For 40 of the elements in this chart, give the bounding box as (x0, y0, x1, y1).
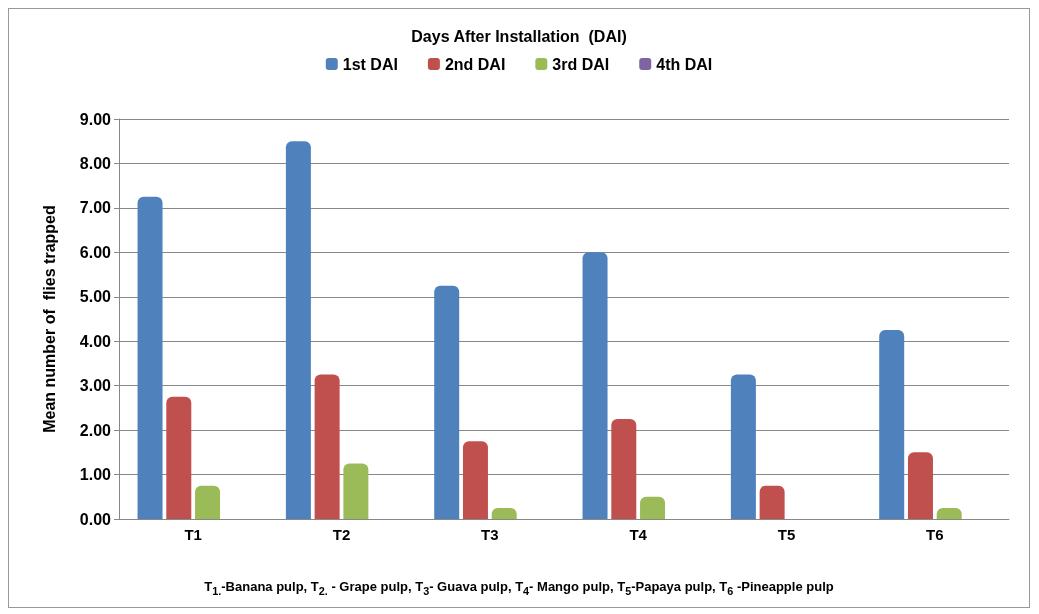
bar (730, 374, 756, 519)
y-tick-label: 1.00 (79, 466, 112, 484)
bar (314, 374, 340, 519)
y-tick-label: 4.00 (79, 332, 112, 350)
x-tick-label: T4 (629, 526, 648, 543)
bar (759, 485, 785, 519)
text: T$_{1.}$-Banana pulp, T$_{2.}$ - Grape pulp, T$_{3}$- Guava pulp, T$_{4}$- Mango pulp, T$_{5}$-Papaya pulp, T$_{6}$ -Pineapple pulp (204, 579, 834, 597)
bar (462, 441, 488, 519)
x-tick-label: T1 (184, 526, 202, 543)
legend-label: 4th DAI (656, 55, 713, 73)
y-tick-label: 5.00 (79, 288, 112, 306)
x-tick-label: T3 (481, 526, 499, 543)
bar (907, 452, 933, 519)
bar (879, 330, 905, 519)
y-axis-title: Mean number of flies trapped (40, 205, 58, 433)
bar (166, 396, 192, 519)
y-tick-label: 7.00 (79, 199, 112, 217)
bar (343, 463, 369, 519)
x-tick-label: T2 (332, 526, 351, 543)
bar (491, 507, 517, 519)
bar (582, 252, 608, 519)
bar (611, 419, 637, 519)
bar (434, 285, 460, 519)
y-tick-label: 9.00 (79, 110, 112, 128)
x-tick-label: T6 (926, 526, 944, 543)
bar (936, 507, 962, 519)
legend-label: 3rd DAI (552, 55, 610, 73)
y-tick-label: 6.00 (79, 243, 112, 261)
y-tick-label: 8.00 (79, 154, 112, 172)
legend-title: Days After Installation (DAI) (411, 27, 627, 45)
y-tick-label: 3.00 (79, 377, 112, 395)
bar (137, 196, 163, 519)
bar (285, 141, 311, 519)
y-tick-label: 0.00 (79, 510, 112, 528)
x-tick-label: T5 (777, 526, 796, 543)
legend-label: 1st DAI (342, 55, 398, 73)
legend-label: 2nd DAI (444, 55, 506, 73)
y-tick-label: 2.00 (79, 421, 112, 439)
bar (640, 496, 666, 519)
bar (195, 485, 221, 519)
